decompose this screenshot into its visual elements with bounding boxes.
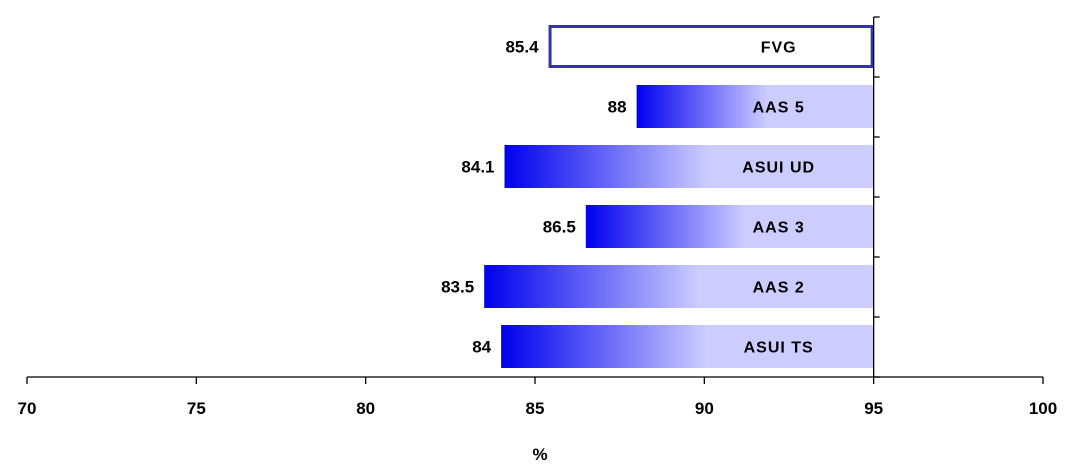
x-tick-label: 75	[187, 399, 206, 418]
x-tick-label: 95	[864, 399, 883, 418]
category-label: FVG	[761, 40, 797, 57]
category-label: AAS 3	[753, 220, 805, 237]
data-label: 88	[608, 98, 627, 117]
bar-aas-2	[484, 265, 874, 308]
bar-fvg	[548, 25, 874, 68]
category-label: ASUI TS	[744, 340, 814, 357]
x-tick-label: 85	[526, 399, 545, 418]
data-label: 86.5	[543, 218, 576, 237]
data-label: 83.5	[441, 278, 474, 297]
bar-asui-ud	[504, 145, 874, 188]
category-label: ASUI UD	[742, 160, 815, 177]
x-tick-label: 70	[18, 399, 37, 418]
x-tick-label: 90	[695, 399, 714, 418]
data-label: 85.4	[505, 38, 539, 57]
bars-layer: FVG 85.4 AAS 5 88 ASUI UD 84.1 AAS 3 86.5 AAS 2 8…	[441, 25, 874, 368]
category-label: AAS 5	[753, 100, 805, 117]
data-label: 84	[472, 338, 491, 357]
x-axis-title: %	[532, 445, 547, 464]
category-label: AAS 2	[753, 280, 805, 297]
axes-layer: 70 75 80 85 90 95 100	[18, 16, 1057, 418]
x-tick-label: 100	[1029, 399, 1057, 418]
bar-asui-ts	[501, 325, 874, 368]
bar-aas-5	[636, 85, 874, 128]
data-label: 84.1	[461, 158, 494, 177]
x-tick-label: 80	[356, 399, 375, 418]
bar-aas-3	[585, 205, 874, 248]
